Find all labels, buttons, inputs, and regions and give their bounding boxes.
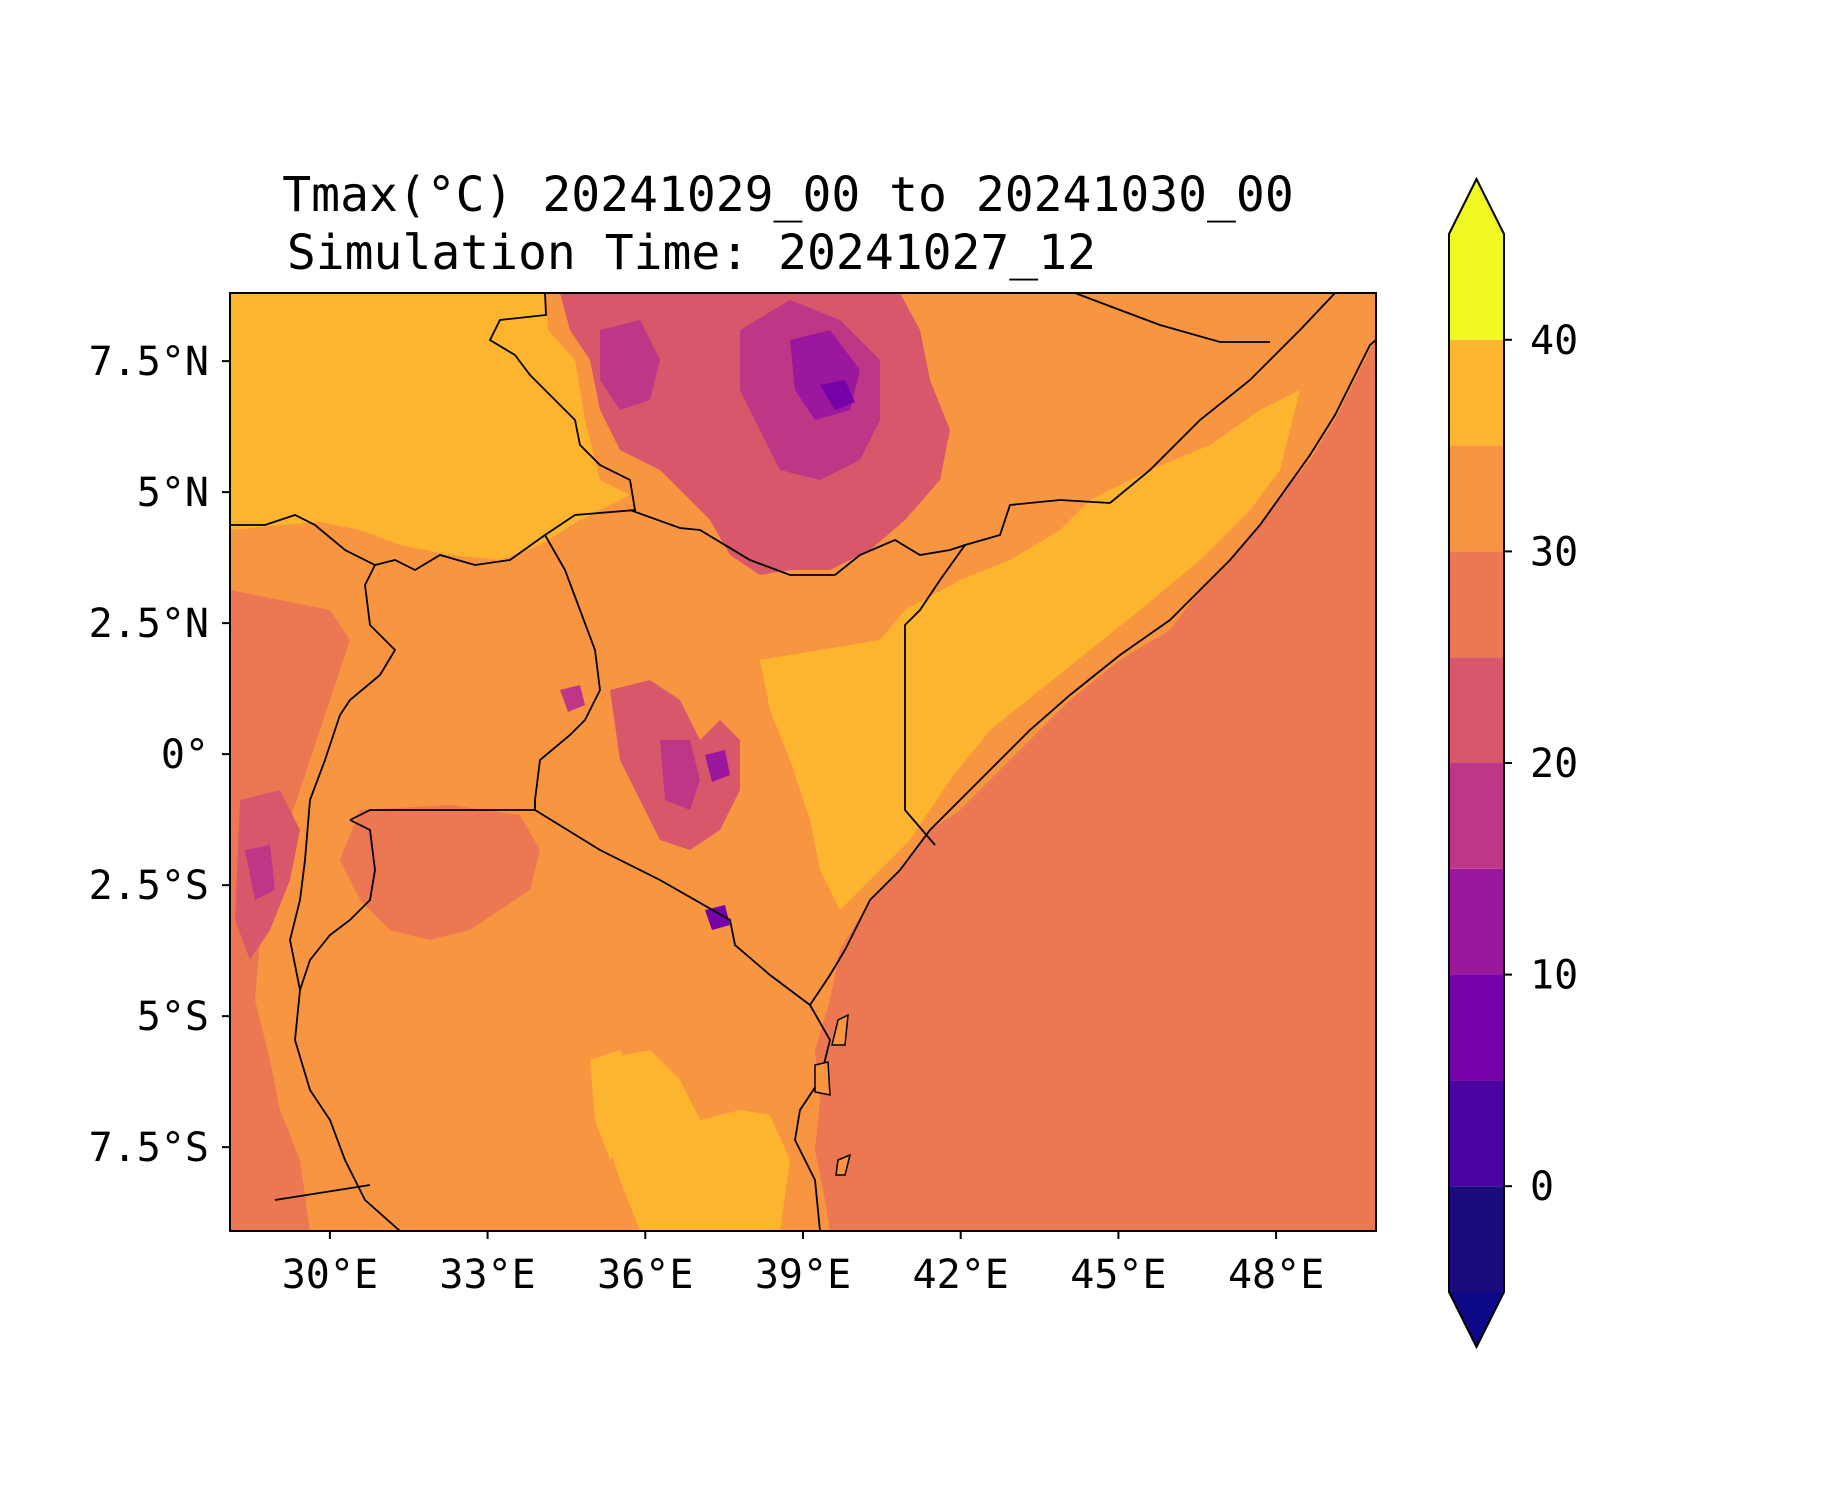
island-zanzibar (814, 1061, 831, 1096)
border-kenya-somalia (904, 544, 966, 846)
map-area (230, 293, 1376, 1231)
y-tick-label: 5°N (137, 470, 209, 516)
x-tick-label: 48°E (1228, 1252, 1324, 1298)
kenyan-highlands-core (660, 740, 700, 810)
hot-region-southern-tanzania (600, 1050, 790, 1231)
western-rift-peak (245, 845, 275, 900)
colorbar-segment (1449, 657, 1504, 763)
x-tick-label: 33°E (439, 1252, 535, 1298)
colorbar-tick-label: 20 (1530, 741, 1578, 787)
island-mafia (835, 1153, 852, 1176)
x-tick-label: 39°E (755, 1252, 851, 1298)
colorbar-tick-label: 30 (1530, 529, 1578, 575)
colorbar-segment (1449, 974, 1504, 1081)
warm-region-west (230, 590, 350, 1231)
y-tick-label: 7.5°S (89, 1125, 209, 1171)
border-south-sudan (230, 293, 637, 572)
border-ethiopia-kenya (629, 499, 1111, 576)
y-tick-label: 5°S (137, 994, 209, 1040)
title-line-2: Simulation Time: 20241027_12 (287, 225, 1096, 281)
colorbar-segment (1449, 1080, 1504, 1187)
border-rwanda-burundi (299, 819, 376, 991)
colorbar-extend-max (1449, 179, 1504, 234)
colorbar-segment (1449, 339, 1504, 446)
colorbar-segment (1449, 234, 1504, 340)
kilimanjaro (705, 905, 730, 930)
x-tick-label: 36°E (597, 1252, 693, 1298)
border-tanzania-uganda (349, 809, 535, 821)
y-tick-label: 2.5°N (89, 601, 209, 647)
colorbar-segment (1449, 445, 1504, 552)
hot-region-tanzania-strip (590, 1050, 640, 1160)
colorbar-segment (1449, 868, 1504, 975)
colorbar-tick-label: 10 (1530, 953, 1578, 999)
border-ethiopia-somalia (1109, 293, 1336, 504)
x-tick-label: 30°E (282, 1252, 378, 1298)
x-axis-ticks: 30°E 33°E 36°E 39°E 42°E 45°E 48°E (282, 1231, 1324, 1298)
x-tick-label: 45°E (1070, 1252, 1166, 1298)
hot-region-south-sudan (230, 293, 630, 560)
border-uganda-kenya (534, 534, 601, 810)
indian-ocean (815, 340, 1376, 1231)
colorbar-extend-min (1449, 1292, 1504, 1347)
border-ethiopia-eritrea (1074, 293, 1270, 343)
y-axis-ticks: 7.5°N 5°N 2.5°N 0° 2.5°S 5°S 7.5°S (89, 339, 230, 1171)
y-tick-label: 7.5°N (89, 339, 209, 385)
title-line-1: Tmax(°C) 20241029_00 to 20241030_00 (282, 167, 1293, 223)
ethiopian-highlands-west (600, 320, 660, 410)
x-tick-label: 42°E (913, 1252, 1009, 1298)
colorbar-segment (1449, 1186, 1504, 1292)
coastline-east-africa (809, 339, 1376, 1006)
ethiopian-highlands-summit (820, 380, 855, 410)
colorbar-tick-label: 0 (1530, 1164, 1554, 1210)
colorbar-segment (1449, 551, 1504, 658)
colorbar-segment (1449, 763, 1504, 869)
colorbar-tick-label: 40 (1530, 318, 1578, 364)
island-pemba (831, 1013, 849, 1046)
border-drc-east (289, 564, 401, 1231)
y-tick-label: 0° (161, 732, 209, 778)
y-tick-label: 2.5°S (89, 863, 209, 909)
mount-kenya (705, 750, 730, 782)
elgon-spot (560, 685, 585, 712)
country-borders (230, 293, 1376, 1231)
colorbar-outline (1448, 176, 1505, 1350)
border-tanzania-kenya (534, 809, 811, 1006)
border-zambia (274, 1184, 371, 1201)
hot-region-northern-kenya (760, 390, 1300, 910)
lake-victoria-region (340, 805, 540, 940)
colorbar: 0 10 20 30 40 (1448, 176, 1578, 1350)
coastline-tanzania (794, 1004, 831, 1231)
